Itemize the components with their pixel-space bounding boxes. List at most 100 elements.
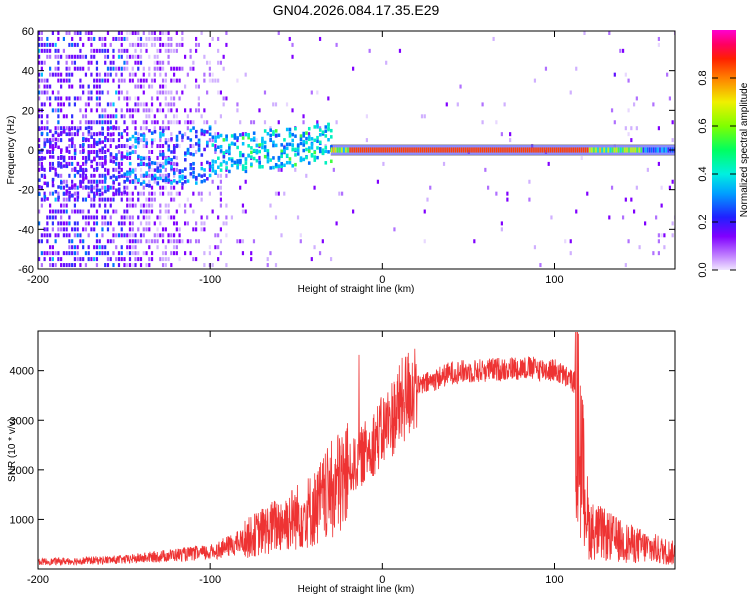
spectrogram-cell bbox=[137, 257, 140, 262]
spectrogram-cell bbox=[38, 257, 41, 262]
spectrogram-cell bbox=[280, 233, 283, 238]
spectrogram-cell bbox=[420, 114, 424, 119]
spectrogram-cell bbox=[120, 167, 123, 172]
spectrogram-cell bbox=[126, 191, 129, 196]
spectrogram-cell bbox=[167, 120, 170, 125]
spectrogram-cell bbox=[192, 152, 195, 157]
spectrogram-cell bbox=[302, 114, 305, 119]
spectrogram-cell bbox=[95, 72, 99, 77]
spectrogram-cell bbox=[189, 120, 192, 125]
spectrogram-cell bbox=[134, 42, 137, 47]
spectrogram-cell bbox=[87, 102, 90, 107]
spectrogram-cell bbox=[142, 108, 145, 113]
band-cell bbox=[574, 147, 577, 153]
spectrogram-cell bbox=[167, 233, 170, 238]
spectrogram-cell bbox=[217, 185, 220, 190]
spectrogram-cell bbox=[222, 151, 226, 155]
spectrogram-cell bbox=[178, 169, 182, 173]
spectrogram-cell bbox=[71, 227, 74, 232]
spectrogram-cell bbox=[203, 179, 206, 183]
spectrogram-cell bbox=[126, 178, 129, 182]
spectrogram-cell bbox=[95, 183, 99, 188]
spectrogram-cell bbox=[161, 42, 165, 47]
spectrogram-cell bbox=[263, 129, 267, 133]
spectrogram-cell bbox=[241, 209, 245, 214]
spectrogram-cell bbox=[186, 72, 189, 77]
spectrogram-cell bbox=[484, 167, 487, 172]
spectrogram-cell bbox=[57, 90, 60, 95]
spectrogram-cell bbox=[660, 185, 663, 190]
spectrogram-cell bbox=[90, 184, 93, 189]
spectrogram-cell bbox=[106, 114, 110, 119]
spectrogram-cell bbox=[38, 36, 41, 41]
spectrogram-cell bbox=[241, 142, 245, 146]
spectrogram-cell bbox=[161, 251, 165, 256]
spectrogram-cell bbox=[57, 133, 60, 137]
spectrogram-cell bbox=[172, 239, 176, 244]
spectrogram-cell bbox=[76, 31, 79, 35]
spectrogram-cell bbox=[115, 72, 118, 77]
spectrogram-cell bbox=[115, 233, 118, 238]
spectrogram-cell bbox=[115, 66, 118, 71]
spectrogram-cell bbox=[82, 132, 85, 137]
spectrogram-cell bbox=[112, 138, 115, 143]
spectrogram-cell bbox=[84, 215, 88, 220]
spectrogram-cell bbox=[318, 133, 322, 137]
spectrogram-cell bbox=[117, 221, 121, 226]
spectrogram-cell bbox=[159, 163, 162, 168]
spectrogram-cell bbox=[60, 209, 63, 214]
spectrogram-cell bbox=[101, 227, 104, 232]
spectrogram-cell bbox=[161, 161, 165, 166]
band-cell bbox=[506, 147, 508, 153]
spectrogram-cell bbox=[120, 114, 123, 119]
band-cell bbox=[557, 147, 560, 153]
spectrogram-cell bbox=[274, 263, 278, 268]
spectrogram-cell bbox=[156, 48, 159, 53]
spectrogram-cell bbox=[51, 251, 54, 256]
spectrogram-cell bbox=[139, 84, 143, 89]
spectrogram-cell bbox=[161, 108, 165, 113]
spectrogram-cell bbox=[153, 197, 156, 202]
band-cell bbox=[378, 147, 380, 153]
spectrogram-cell bbox=[137, 60, 140, 65]
spectrogram-cell bbox=[145, 114, 148, 119]
spectrogram-cell bbox=[192, 60, 195, 65]
spectrogram-cell bbox=[305, 155, 308, 160]
spectrogram-cell bbox=[170, 150, 173, 154]
spectrogram-cell bbox=[139, 36, 143, 41]
spectrogram-cell bbox=[186, 221, 189, 226]
spectrogram-cell bbox=[186, 239, 189, 244]
spectrogram-cell bbox=[288, 36, 291, 41]
spectrogram-cell bbox=[40, 131, 44, 136]
spectrogram-cell bbox=[73, 166, 77, 171]
snr-x-tick-label: -200 bbox=[27, 574, 49, 586]
spectrogram-cell bbox=[217, 135, 220, 139]
spectrogram-cell bbox=[68, 194, 71, 199]
spectrogram-cell bbox=[148, 66, 151, 71]
spectrogram-cell bbox=[101, 120, 104, 125]
band-cell bbox=[655, 147, 657, 153]
band-cell bbox=[605, 147, 608, 153]
spectrogram-cell bbox=[310, 257, 313, 262]
spectrogram-cell bbox=[156, 181, 160, 185]
band-cell bbox=[663, 147, 665, 153]
spectrogram-cell bbox=[159, 138, 162, 143]
snr-y-tick-label: 2000 bbox=[10, 465, 34, 477]
spectrogram-cell bbox=[40, 251, 43, 256]
spectrogram-cell bbox=[261, 139, 264, 143]
spectrogram-cell bbox=[161, 173, 165, 178]
spectrogram-cell bbox=[156, 66, 159, 71]
spectrogram-cell bbox=[153, 120, 156, 125]
spectrogram-cell bbox=[117, 66, 121, 71]
spectrogram-cell bbox=[200, 153, 204, 157]
spectrogram-cell bbox=[131, 42, 134, 47]
spectrogram-cell bbox=[150, 197, 154, 202]
spectrogram-cell bbox=[183, 158, 187, 162]
spectrogram-cell bbox=[150, 131, 154, 135]
spectrogram-cell bbox=[76, 96, 79, 101]
spectrogram-cell bbox=[261, 142, 264, 146]
spectrogram-cell bbox=[294, 147, 297, 152]
spectrogram-cell bbox=[145, 215, 148, 220]
spectrogram-cell bbox=[170, 137, 173, 141]
spectrogram-cell bbox=[197, 173, 201, 177]
